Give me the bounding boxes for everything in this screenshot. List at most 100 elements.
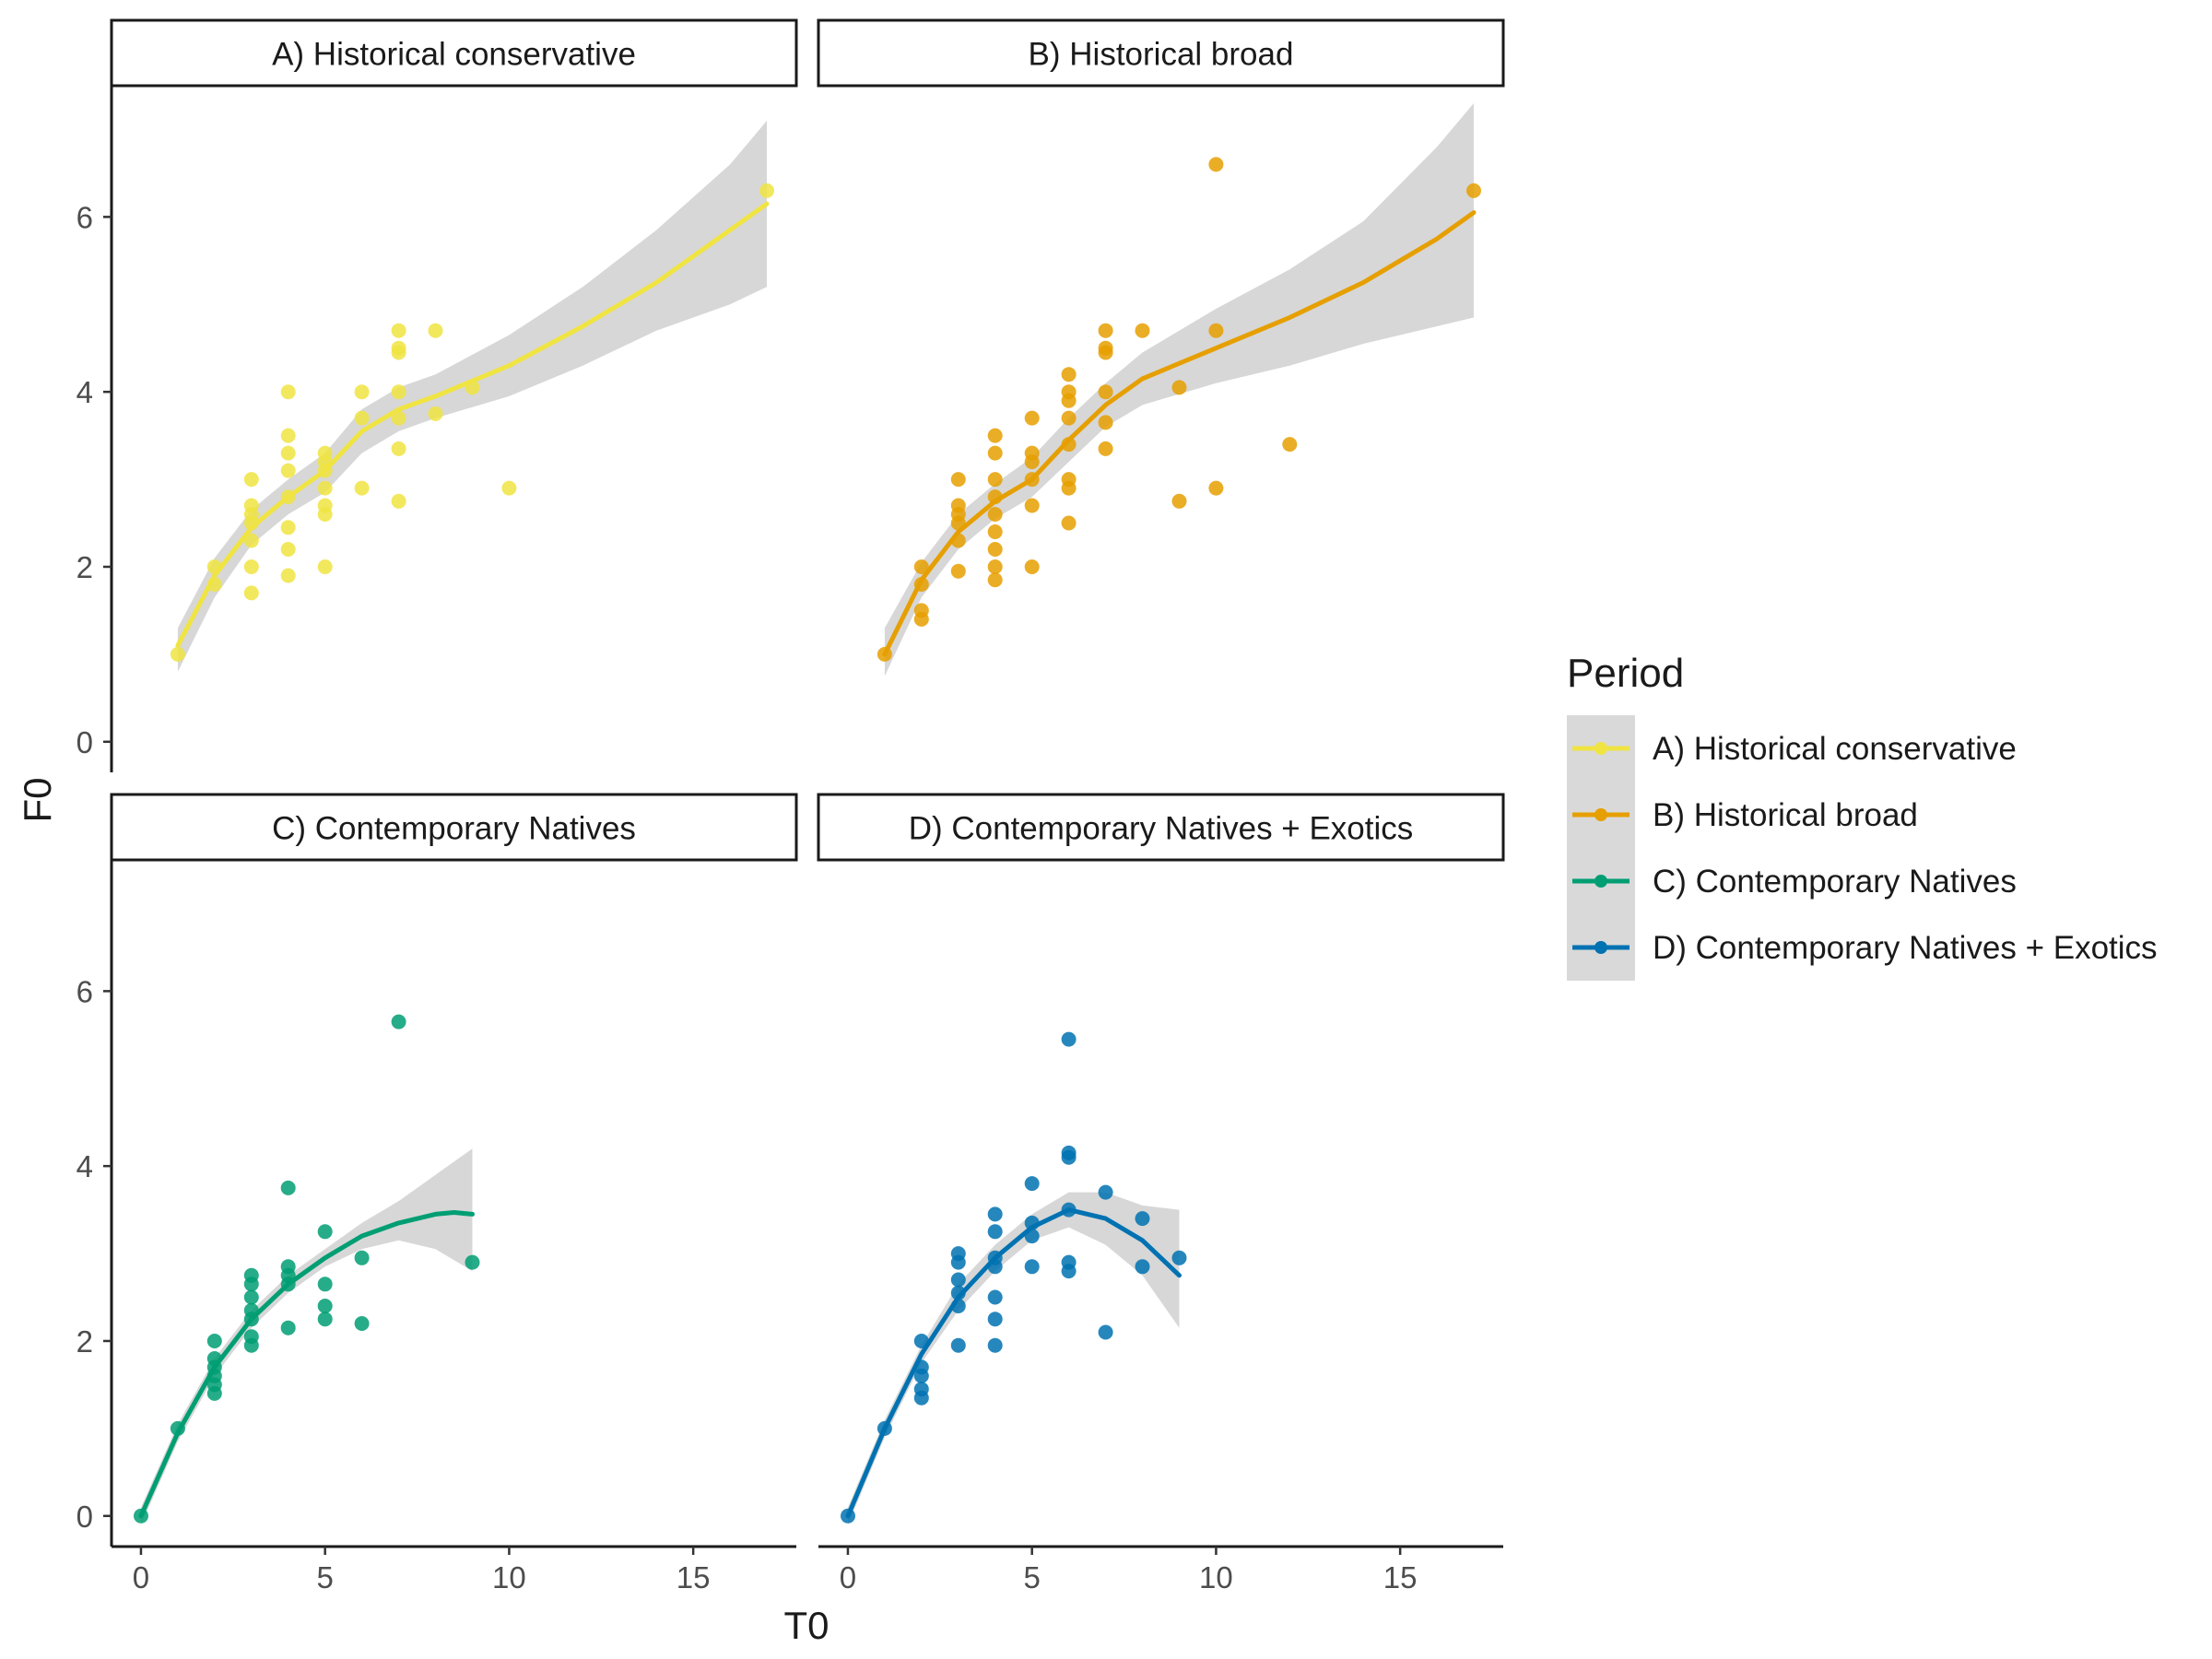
- panel-d: D) Contemporary Natives + Exotics 0 5 10 15: [817, 793, 1505, 1594]
- data-point: [280, 520, 296, 535]
- data-point: [317, 498, 333, 513]
- legend-label: B) Historical broad: [1653, 797, 1918, 833]
- data-point: [950, 472, 966, 488]
- data-point: [243, 1267, 259, 1283]
- y-tick-label: 6: [76, 200, 93, 234]
- legend-label: A) Historical conservative: [1653, 731, 2017, 767]
- x-tick-label: 5: [317, 1560, 334, 1594]
- data-point: [1024, 1259, 1040, 1275]
- y-tick-label: 4: [76, 375, 93, 409]
- data-point: [243, 472, 259, 488]
- data-point: [987, 1337, 1003, 1353]
- data-point: [243, 585, 259, 601]
- legend-key-point: [1594, 808, 1607, 821]
- data-point: [987, 542, 1003, 557]
- data-point: [987, 507, 1003, 522]
- confidence-band: [141, 1148, 473, 1525]
- data-point: [317, 1312, 333, 1327]
- data-point: [1061, 410, 1077, 426]
- data-point: [1208, 157, 1224, 172]
- data-point: [317, 1277, 333, 1292]
- data-point: [391, 441, 406, 456]
- data-point: [243, 498, 259, 513]
- panel-a: A) Historical conservative 0 2 4 6: [76, 18, 798, 772]
- x-axis-title: T0: [783, 1604, 829, 1647]
- facet-strip-label: A) Historical conservative: [272, 37, 636, 73]
- data-point: [317, 445, 333, 461]
- data-point: [987, 1289, 1003, 1305]
- data-point: [280, 1259, 296, 1275]
- data-point: [1208, 323, 1224, 338]
- data-point: [1098, 340, 1113, 356]
- data-point: [354, 1316, 370, 1331]
- data-point: [1098, 384, 1113, 400]
- legend-key-point: [1594, 742, 1607, 755]
- x-tick-label: 10: [492, 1560, 526, 1594]
- data-point: [243, 1329, 259, 1345]
- data-point: [1061, 1145, 1077, 1160]
- smooth-line: [175, 201, 770, 648]
- data-point: [391, 493, 406, 509]
- facet-strip: [817, 793, 1505, 862]
- data-point: [1024, 498, 1040, 513]
- x-tick-label: 15: [677, 1560, 711, 1594]
- data-point: [501, 480, 517, 496]
- data-point: [987, 1224, 1003, 1240]
- data-point: [428, 406, 443, 421]
- panel-b: B) Historical broad: [817, 18, 1505, 677]
- y-tick-label: 0: [76, 1500, 93, 1534]
- data-point: [1061, 472, 1077, 488]
- data-point: [280, 1320, 296, 1335]
- smooth-line: [845, 1207, 1182, 1519]
- x-tick-label: 0: [840, 1560, 856, 1594]
- data-point: [950, 498, 966, 513]
- panel-c: C) Contemporary Natives 0 2 4 6 0 5 10 15: [76, 793, 798, 1594]
- facet-strip-label: C) Contemporary Natives: [272, 811, 636, 847]
- data-point: [1208, 480, 1224, 496]
- data-point: [1024, 1176, 1040, 1192]
- data-point: [1135, 1211, 1150, 1227]
- data-point: [1098, 441, 1113, 456]
- data-point: [950, 1272, 966, 1288]
- data-point: [987, 445, 1003, 461]
- data-point: [950, 1246, 966, 1262]
- data-point: [391, 340, 406, 356]
- data-point: [317, 1299, 333, 1313]
- data-point: [1171, 1250, 1187, 1265]
- data-point: [317, 559, 333, 574]
- data-point: [243, 533, 259, 548]
- data-point: [1098, 323, 1113, 338]
- legend-label: C) Contemporary Natives: [1653, 864, 2017, 900]
- legend-key-point: [1594, 875, 1607, 888]
- legend-title: Period: [1567, 651, 1684, 696]
- data-point: [243, 559, 259, 574]
- data-point: [354, 480, 370, 496]
- data-point: [987, 1312, 1003, 1327]
- data-point: [987, 572, 1003, 588]
- smooth-line: [138, 1210, 475, 1519]
- data-point: [243, 1289, 259, 1305]
- data-point: [1098, 1324, 1113, 1340]
- y-tick-label: 2: [76, 1324, 93, 1359]
- data-point: [280, 542, 296, 557]
- data-point: [987, 1206, 1003, 1222]
- data-point: [280, 568, 296, 583]
- facet-strip: [817, 18, 1505, 88]
- data-point: [987, 524, 1003, 539]
- data-point: [280, 1180, 296, 1195]
- facet-strip-label: D) Contemporary Natives + Exotics: [909, 811, 1414, 847]
- data-point: [317, 480, 333, 496]
- x-tick-label: 10: [1199, 1560, 1233, 1594]
- data-point: [1024, 445, 1040, 461]
- data-point: [280, 463, 296, 478]
- x-tick-label: 5: [1024, 1560, 1041, 1594]
- data-point: [913, 1382, 929, 1397]
- data-point: [317, 1224, 333, 1240]
- data-point: [170, 646, 185, 662]
- data-point: [1171, 493, 1187, 509]
- data-point: [913, 559, 929, 574]
- data-point: [950, 563, 966, 579]
- x-tick-label: 0: [133, 1560, 149, 1594]
- facet-strip-label: B) Historical broad: [1029, 37, 1294, 73]
